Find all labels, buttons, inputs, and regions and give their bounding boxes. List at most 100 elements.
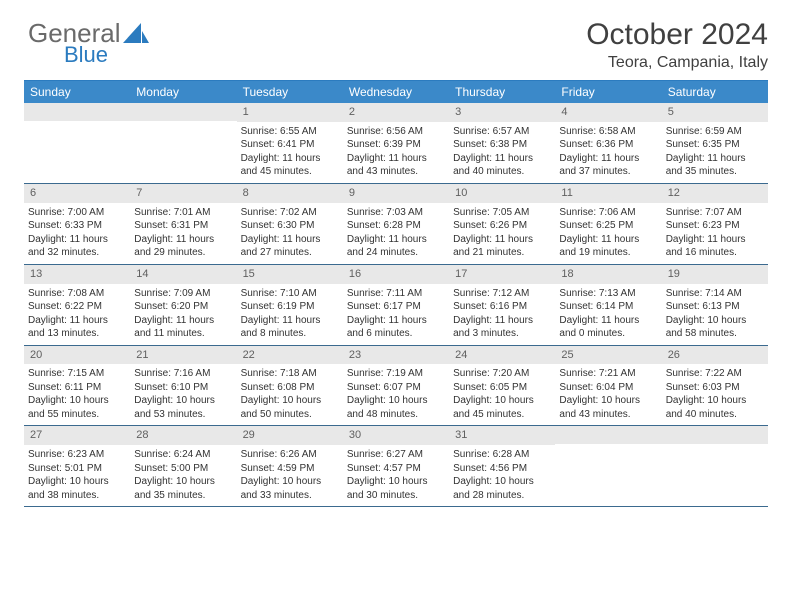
day-number: 5 [662, 103, 768, 122]
day-cell: 6Sunrise: 7:00 AMSunset: 6:33 PMDaylight… [24, 184, 130, 264]
day-number-empty [24, 103, 130, 121]
day-number: 1 [237, 103, 343, 122]
daylight-line: Daylight: 10 hours and 33 minutes. [241, 475, 339, 502]
sunset-line: Sunset: 6:22 PM [28, 300, 126, 314]
sunset-line: Sunset: 6:10 PM [134, 381, 232, 395]
sunrise-line: Sunrise: 6:27 AM [347, 448, 445, 462]
daylight-line: Daylight: 11 hours and 13 minutes. [28, 314, 126, 341]
sunrise-line: Sunrise: 6:23 AM [28, 448, 126, 462]
day-body: Sunrise: 6:58 AMSunset: 6:36 PMDaylight:… [555, 122, 661, 183]
sunrise-line: Sunrise: 6:55 AM [241, 125, 339, 139]
day-body: Sunrise: 7:02 AMSunset: 6:30 PMDaylight:… [237, 203, 343, 264]
daylight-line: Daylight: 11 hours and 27 minutes. [241, 233, 339, 260]
day-number: 27 [24, 426, 130, 445]
day-body: Sunrise: 7:16 AMSunset: 6:10 PMDaylight:… [130, 364, 236, 425]
day-number: 22 [237, 346, 343, 365]
day-header-row: SundayMondayTuesdayWednesdayThursdayFrid… [24, 81, 768, 103]
title-block: October 2024 Teora, Campania, Italy [586, 18, 768, 72]
daylight-line: Daylight: 11 hours and 32 minutes. [28, 233, 126, 260]
sunrise-line: Sunrise: 6:57 AM [453, 125, 551, 139]
day-number: 2 [343, 103, 449, 122]
daylight-line: Daylight: 10 hours and 48 minutes. [347, 394, 445, 421]
day-number: 6 [24, 184, 130, 203]
day-number: 15 [237, 265, 343, 284]
day-cell: 18Sunrise: 7:13 AMSunset: 6:14 PMDayligh… [555, 265, 661, 345]
day-number: 8 [237, 184, 343, 203]
sunset-line: Sunset: 6:20 PM [134, 300, 232, 314]
day-body: Sunrise: 7:22 AMSunset: 6:03 PMDaylight:… [662, 364, 768, 425]
daylight-line: Daylight: 10 hours and 55 minutes. [28, 394, 126, 421]
day-cell: 26Sunrise: 7:22 AMSunset: 6:03 PMDayligh… [662, 346, 768, 426]
day-number: 16 [343, 265, 449, 284]
sunset-line: Sunset: 6:28 PM [347, 219, 445, 233]
logo-word2: Blue [64, 42, 108, 68]
day-cell: 21Sunrise: 7:16 AMSunset: 6:10 PMDayligh… [130, 346, 236, 426]
day-number: 12 [662, 184, 768, 203]
sunset-line: Sunset: 6:11 PM [28, 381, 126, 395]
day-number: 11 [555, 184, 661, 203]
sunrise-line: Sunrise: 7:03 AM [347, 206, 445, 220]
header: General Blue October 2024 Teora, Campani… [24, 18, 768, 72]
sunset-line: Sunset: 6:35 PM [666, 138, 764, 152]
sunset-line: Sunset: 6:26 PM [453, 219, 551, 233]
sunset-line: Sunset: 5:01 PM [28, 462, 126, 476]
day-number: 26 [662, 346, 768, 365]
day-cell: 13 Sunrise: 7:08 AMSunset: 6:22 PMDayligh… [24, 265, 130, 345]
sunset-line: Sunset: 6:25 PM [559, 219, 657, 233]
sunrise-line: Sunrise: 6:24 AM [134, 448, 232, 462]
day-number: 10 [449, 184, 555, 203]
day-body: Sunrise: 7:10 AMSunset: 6:19 PMDaylight:… [237, 284, 343, 345]
sunset-line: Sunset: 4:56 PM [453, 462, 551, 476]
day-number: 24 [449, 346, 555, 365]
day-number-empty [662, 426, 768, 444]
day-body: Sunrise: 6:55 AMSunset: 6:41 PMDaylight:… [237, 122, 343, 183]
day-number: 23 [343, 346, 449, 365]
day-number: 31 [449, 426, 555, 445]
day-number: 25 [555, 346, 661, 365]
week-row: 13Sunrise: 7:08 AMSunset: 6:22 PMDayligh… [24, 265, 768, 346]
sunrise-line: Sunrise: 6:26 AM [241, 448, 339, 462]
sunrise-line: Sunrise: 7:10 AM [241, 287, 339, 301]
day-body: Sunrise: 7:06 AMSunset: 6:25 PMDaylight:… [555, 203, 661, 264]
week-row: 27 Sunrise: 6:23 AMSunset: 5:01 PM Dayligh… [24, 426, 768, 507]
day-body: Sunrise: 6:59 AMSunset: 6:35 PMDaylight:… [662, 122, 768, 183]
day-body: Sunrise: 7:05 AMSunset: 6:26 PMDaylight:… [449, 203, 555, 264]
sunrise-line: Sunrise: 7:18 AM [241, 367, 339, 381]
sunrise-line: Sunrise: 7:01 AM [134, 206, 232, 220]
daylight-line: Daylight: 11 hours and 29 minutes. [134, 233, 232, 260]
day-body: Sunrise: 6:57 AMSunset: 6:38 PMDaylight:… [449, 122, 555, 183]
day-number-empty [555, 426, 661, 444]
day-body: Sunrise: 7:15 AMSunset: 6:11 PMDaylight:… [24, 364, 130, 425]
day-body: Sunrise: 6:56 AMSunset: 6:39 PMDaylight:… [343, 122, 449, 183]
sunset-line: Sunset: 5:00 PM [134, 462, 232, 476]
day-cell: 5Sunrise: 6:59 AMSunset: 6:35 PMDaylight… [662, 103, 768, 183]
day-body: Sunrise: 6:26 AMSunset: 4:59 PMDaylight:… [237, 445, 343, 506]
daylight-line: Daylight: 11 hours and 6 minutes. [347, 314, 445, 341]
daylight-line: Daylight: 10 hours and 40 minutes. [666, 394, 764, 421]
day-cell [555, 426, 661, 506]
logo-sail-icon [123, 23, 149, 45]
sunrise-line: Sunrise: 7:08 AM [28, 287, 126, 301]
day-header: Friday [555, 81, 661, 103]
sunrise-line: Sunrise: 7:22 AM [666, 367, 764, 381]
day-number: 20 [24, 346, 130, 365]
daylight-line: Daylight: 11 hours and 21 minutes. [453, 233, 551, 260]
day-number: 17 [449, 265, 555, 284]
daylight-line: Daylight: 10 hours and 35 minutes. [134, 475, 232, 502]
sunset-line: Sunset: 6:14 PM [559, 300, 657, 314]
sunset-line: Sunset: 6:30 PM [241, 219, 339, 233]
day-number: 14 [130, 265, 236, 284]
day-body: Sunrise: 7:11 AMSunset: 6:17 PMDaylight:… [343, 284, 449, 345]
sunset-line: Sunset: 6:04 PM [559, 381, 657, 395]
daylight-line: Daylight: 11 hours and 43 minutes. [347, 152, 445, 179]
day-cell [130, 103, 236, 183]
sunrise-line: Sunrise: 6:58 AM [559, 125, 657, 139]
day-cell: 28Sunrise: 6:24 AMSunset: 5:00 PMDayligh… [130, 426, 236, 506]
day-number: 13 [24, 265, 130, 284]
day-body: Sunrise: 7:14 AMSunset: 6:13 PMDaylight:… [662, 284, 768, 345]
daylight-line: Daylight: 10 hours and 58 minutes. [666, 314, 764, 341]
day-body: Sunrise: 7:18 AMSunset: 6:08 PMDaylight:… [237, 364, 343, 425]
day-cell: 23Sunrise: 7:19 AMSunset: 6:07 PMDayligh… [343, 346, 449, 426]
day-cell: 3Sunrise: 6:57 AMSunset: 6:38 PMDaylight… [449, 103, 555, 183]
daylight-line: Daylight: 11 hours and 19 minutes. [559, 233, 657, 260]
